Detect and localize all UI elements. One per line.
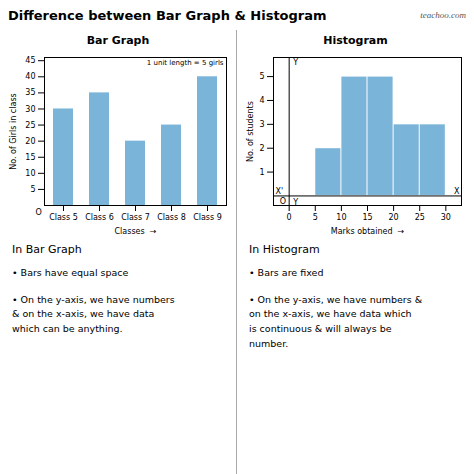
svg-text:10: 10 [336,213,346,222]
svg-text:20: 20 [25,137,35,146]
svg-text:Class 9: Class 9 [193,213,222,222]
html-text:Histogram: Histogram [323,34,388,47]
svg-text:5: 5 [313,213,318,222]
svg-text:Class 6: Class 6 [85,213,114,222]
svg-text:35: 35 [25,88,35,97]
svg-text:0: 0 [287,213,292,222]
svg-text:20: 20 [389,213,399,222]
svg-text:O: O [280,197,286,206]
svg-text:3: 3 [259,120,264,129]
svg-text:25: 25 [415,213,425,222]
svg-text:40: 40 [25,72,35,81]
svg-text:Marks obtained →: Marks obtained → [331,227,405,236]
svg-text:5: 5 [259,72,264,81]
svg-text:15: 15 [362,213,372,222]
svg-text:No. of Girls in class: No. of Girls in class [9,93,18,169]
html-text:• On the y-axis, we have numbe: • On the y-axis, we have numbers & on th… [12,293,175,335]
svg-text:No. of students: No. of students [246,101,255,162]
svg-text:1 unit length = 5 girls: 1 unit length = 5 girls [147,59,224,67]
svg-text:O: O [36,208,42,217]
svg-text:2: 2 [259,144,264,153]
html-text:• Bars have equal space: • Bars have equal space [12,267,129,278]
svg-text:10: 10 [25,169,35,178]
html-text:In Bar Graph: In Bar Graph [12,243,82,256]
svg-text:25: 25 [25,121,35,130]
svg-text:30: 30 [25,105,35,114]
svg-text:Class 8: Class 8 [157,213,186,222]
html-text:Difference between Bar Graph &: Difference between Bar Graph & Histogram [8,7,327,23]
svg-text:5: 5 [30,185,35,194]
svg-text:X': X' [276,187,284,196]
html-text:Bar Graph: Bar Graph [86,34,150,47]
svg-text:1: 1 [259,168,264,177]
svg-text:30: 30 [441,213,451,222]
svg-text:45: 45 [25,56,35,65]
html-text:• Bars are fixed: • Bars are fixed [249,267,324,278]
html-text:teachoo.com: teachoo.com [420,10,466,20]
svg-text:Y: Y [292,58,298,67]
svg-text:X: X [454,187,460,196]
svg-text:4: 4 [259,96,264,105]
svg-text:Classes →: Classes → [115,227,157,236]
svg-text:Y: Y [292,198,298,207]
svg-text:Class 7: Class 7 [121,213,150,222]
svg-text:Class 5: Class 5 [49,213,78,222]
html-text:In Histogram: In Histogram [249,243,320,256]
html-text:• On the y-axis, we have numbe: • On the y-axis, we have numbers & on th… [249,293,423,349]
svg-text:15: 15 [25,153,35,162]
